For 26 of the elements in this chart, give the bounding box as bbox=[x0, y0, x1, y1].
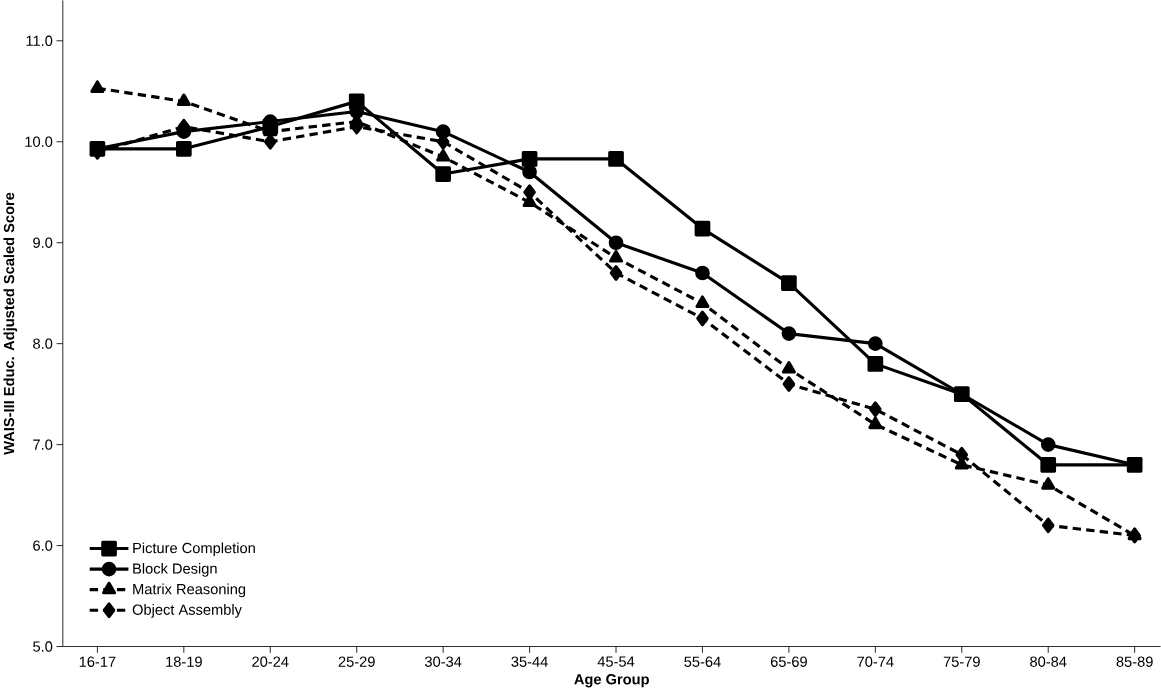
x-tick-label: 20-24 bbox=[252, 656, 289, 667]
y-tick-label: 6.0 bbox=[33, 540, 53, 551]
x-tick-label: 35-44 bbox=[511, 656, 548, 667]
x-tick-label: 16-17 bbox=[79, 656, 116, 667]
x-axis-title: Age Group bbox=[574, 674, 649, 688]
y-tick-label: 7.0 bbox=[33, 439, 53, 450]
x-tick-label: 65-69 bbox=[770, 656, 807, 667]
y-tick-label: 5.0 bbox=[33, 641, 53, 652]
x-tick-label: 45-54 bbox=[597, 656, 635, 667]
legend-label: Matrix Reasoning bbox=[133, 583, 246, 598]
y-tick-label: 9.0 bbox=[33, 237, 53, 248]
y-tick-label: 10.0 bbox=[25, 136, 53, 147]
legend-label: Block Design bbox=[133, 563, 217, 577]
y-tick-label: 11.0 bbox=[26, 35, 53, 47]
x-tick-label: 85-89 bbox=[1116, 656, 1153, 667]
x-tick-label: 18-19 bbox=[166, 656, 202, 667]
x-tick-label: 55-64 bbox=[684, 656, 721, 667]
legend-label: Object Assembly bbox=[132, 604, 242, 618]
x-tick-label: 75-79 bbox=[943, 656, 980, 667]
legend-label: Picture Completion bbox=[133, 542, 255, 557]
x-tick-label: 25-29 bbox=[338, 656, 375, 667]
x-tick-label: 70-74 bbox=[857, 656, 894, 667]
x-tick-label: 30-34 bbox=[424, 656, 462, 667]
y-tick-label: 8.0 bbox=[33, 338, 53, 349]
x-tick-label: 80-84 bbox=[1030, 656, 1067, 667]
y-axis-title: WAIS-III Educ. Adjusted Scaled Score bbox=[3, 192, 18, 455]
